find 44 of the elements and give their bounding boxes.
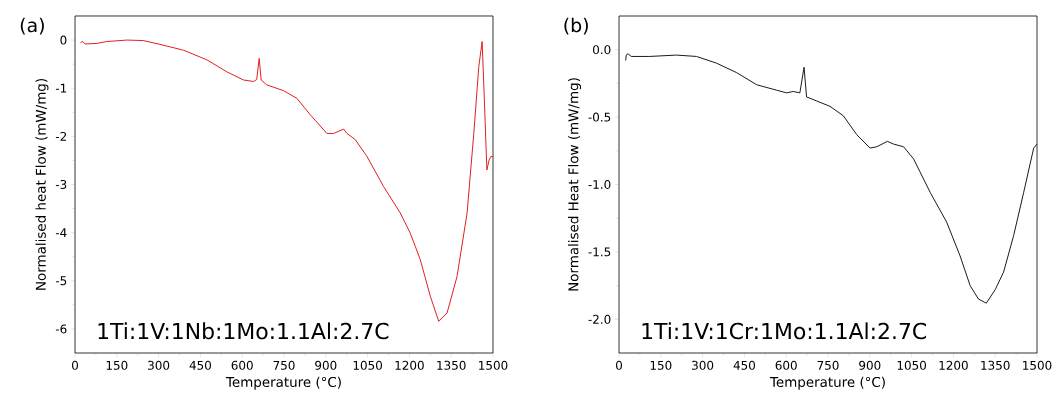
x-tick-label: 900 — [859, 360, 881, 370]
y-tick-label: -2 — [55, 131, 67, 141]
x-tick-label: 300 — [148, 360, 170, 370]
x-tick-label: 750 — [273, 360, 295, 370]
chart-title: (a) — [20, 17, 44, 35]
annotation: 1Ti:1V:1Cr:1Mo:1.1Al:2.7C — [642, 322, 926, 340]
x-tick-label: 450 — [733, 360, 756, 370]
annotation: 1Ti:1V:1Nb:1Mo:1.1Al:2.7C — [98, 322, 389, 340]
x-tick-label: 600 — [775, 360, 797, 370]
x-tick-label: 150 — [106, 360, 128, 370]
x-tick-label: 1350 — [981, 360, 1010, 370]
y-tick-label: 0.0 — [593, 45, 611, 55]
x-tick-label: 1500 — [479, 360, 508, 370]
x-tick-label: 750 — [817, 360, 839, 370]
line-series — [625, 53, 1038, 304]
y-axis-title: Normalised Heat Flow (mW/mg) — [568, 78, 582, 291]
x-tick-label: 1200 — [395, 360, 424, 370]
y-tick-label: -5 — [55, 276, 67, 286]
x-tick-label: 900 — [315, 360, 337, 370]
x-axis-title: Temperature (°C) — [225, 376, 341, 390]
x-tick-label: 1500 — [1023, 360, 1052, 370]
y-axis-title: Normalised heat Flow (mW/mg) — [35, 79, 49, 290]
y-tick-label: -0.5 — [588, 112, 611, 122]
x-tick-label: 1200 — [939, 360, 968, 370]
line-series — [80, 39, 494, 322]
x-tick-label: 300 — [692, 360, 714, 370]
y-tick-label: -1.5 — [588, 247, 611, 257]
x-tick-label: 600 — [231, 360, 253, 370]
y-tick-label: -3 — [55, 179, 67, 190]
y-tick-label: -1 — [55, 83, 67, 93]
x-tick-label: 0 — [71, 360, 79, 370]
chart-title: (b) — [564, 17, 588, 35]
y-tick-label: -2.0 — [588, 314, 611, 324]
x-tick-label: 1050 — [897, 360, 927, 370]
x-tick-label: 450 — [189, 360, 212, 370]
y-tick-label: -1.0 — [588, 179, 611, 190]
x-axis-title: Temperature (°C) — [769, 376, 885, 390]
x-tick-label: 0 — [615, 360, 623, 370]
y-tick-label: -4 — [55, 228, 67, 237]
x-tick-label: 1350 — [437, 360, 466, 370]
y-tick-label: -6 — [55, 324, 67, 334]
y-tick-label: 0 — [60, 35, 67, 45]
x-tick-label: 1050 — [353, 360, 383, 370]
x-tick-label: 150 — [650, 360, 672, 370]
